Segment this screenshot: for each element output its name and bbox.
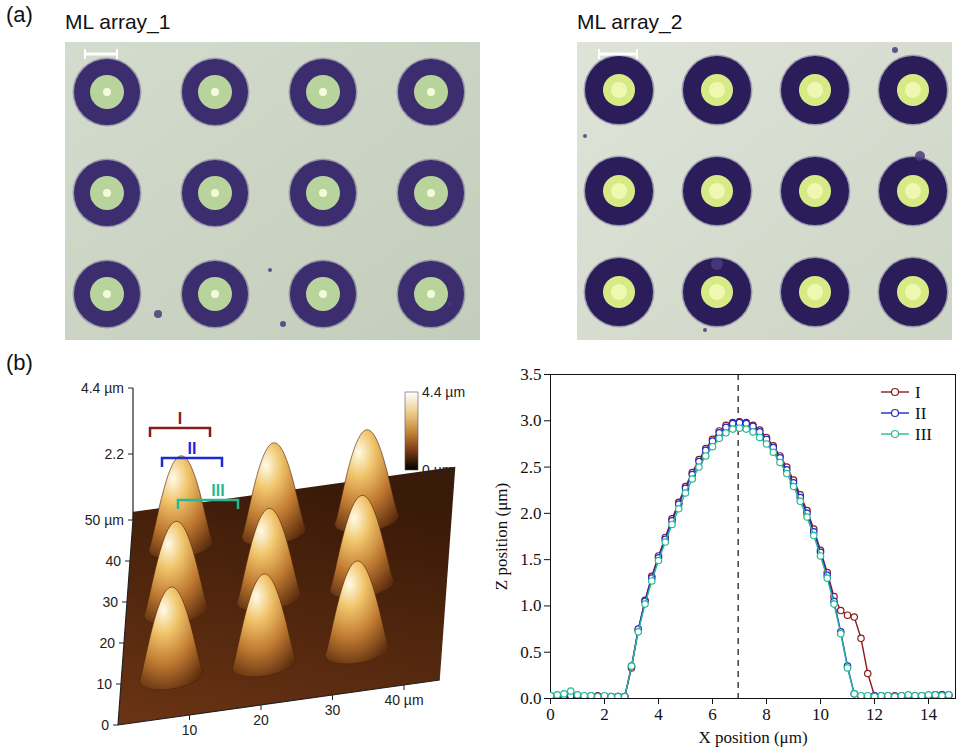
svg-text:0: 0 bbox=[546, 705, 555, 724]
svg-text:I: I bbox=[178, 410, 182, 427]
svg-text:I: I bbox=[915, 383, 921, 402]
svg-text:0 µm: 0 µm bbox=[422, 462, 453, 478]
svg-text:2.5: 2.5 bbox=[520, 458, 541, 477]
html-text:(b): (b) bbox=[6, 350, 33, 375]
svg-text:II: II bbox=[915, 404, 927, 423]
svg-text:10: 10 bbox=[96, 676, 112, 692]
svg-text:10: 10 bbox=[182, 722, 198, 738]
svg-text:0: 0 bbox=[101, 717, 109, 733]
svg-text:3.0: 3.0 bbox=[520, 411, 541, 430]
svg-text:II: II bbox=[188, 440, 197, 457]
svg-text:III: III bbox=[211, 482, 224, 499]
svg-text:14: 14 bbox=[920, 705, 938, 724]
svg-text:20: 20 bbox=[99, 635, 115, 651]
html-text:ML array_1: ML array_1 bbox=[65, 10, 171, 33]
svg-text:III: III bbox=[915, 425, 932, 444]
svg-text:0.0: 0.0 bbox=[520, 689, 541, 708]
svg-text:4.4 µm: 4.4 µm bbox=[422, 384, 465, 400]
svg-text:2: 2 bbox=[600, 705, 609, 724]
html-text:ML array_2: ML array_2 bbox=[577, 10, 683, 33]
svg-text:1.0: 1.0 bbox=[520, 596, 541, 615]
svg-text:30: 30 bbox=[102, 594, 118, 610]
svg-text:2.0: 2.0 bbox=[520, 504, 541, 523]
svg-text:8: 8 bbox=[762, 705, 771, 724]
svg-text:0.5: 0.5 bbox=[520, 643, 541, 662]
svg-text:2.2: 2.2 bbox=[105, 446, 125, 462]
svg-text:12: 12 bbox=[866, 705, 883, 724]
html-text:(a): (a) bbox=[6, 2, 33, 27]
svg-text:10: 10 bbox=[812, 705, 829, 724]
svg-text:20: 20 bbox=[253, 712, 269, 728]
svg-text:6: 6 bbox=[708, 705, 717, 724]
svg-text:50 µm: 50 µm bbox=[85, 512, 124, 528]
svg-text:4: 4 bbox=[654, 705, 663, 724]
svg-text:40: 40 bbox=[105, 553, 121, 569]
svg-text:4.4 µm: 4.4 µm bbox=[81, 380, 124, 396]
svg-text:30: 30 bbox=[325, 702, 341, 718]
svg-text:Z position (μm): Z position (μm) bbox=[492, 483, 511, 590]
svg-text:40 µm: 40 µm bbox=[384, 692, 423, 708]
svg-text:3.5: 3.5 bbox=[520, 365, 541, 384]
svg-text:1.5: 1.5 bbox=[520, 550, 541, 569]
svg-text:X position (μm): X position (μm) bbox=[698, 728, 807, 747]
